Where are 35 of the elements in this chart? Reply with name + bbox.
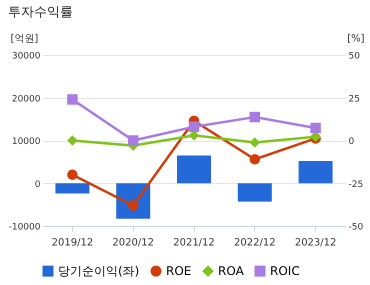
- bar: [238, 183, 272, 202]
- x-tick-label: 2019/12: [52, 238, 94, 248]
- y2-tick-label: 50: [348, 52, 360, 62]
- bar: [177, 155, 211, 184]
- y-tick-label: 30000: [12, 52, 41, 62]
- point: [250, 154, 260, 165]
- chart-title: 투자수익률: [8, 5, 74, 20]
- y-tick-label: 10000: [12, 137, 41, 147]
- y2-tick-label: -50: [348, 222, 364, 232]
- x-tick-label: 2023/12: [294, 238, 336, 248]
- bar: [55, 183, 90, 194]
- bar: [298, 161, 333, 184]
- y2-tick-label: 0: [348, 137, 354, 147]
- x-tick-label: 2020/12: [112, 238, 154, 248]
- x-tick-label: 2022/12: [234, 238, 276, 248]
- y2-tick-label: -25: [348, 180, 364, 190]
- point: [188, 122, 200, 132]
- point: [128, 135, 138, 146]
- legend-label: ROE: [166, 264, 192, 278]
- point: [250, 112, 260, 122]
- point: [250, 137, 260, 148]
- legend-label: ROA: [218, 264, 245, 278]
- legend-label: ROIC: [270, 264, 300, 278]
- y2-axis-title: [%]: [347, 34, 365, 44]
- y-axis-title: [억원]: [10, 34, 38, 44]
- y-tick-label: 0: [34, 180, 41, 190]
- point: [67, 135, 78, 146]
- point: [67, 94, 78, 105]
- x-tick-label: 2021/12: [173, 238, 215, 248]
- y-tick-label: 20000: [12, 94, 41, 104]
- point: [67, 169, 78, 180]
- y-tick-label: -10000: [8, 222, 41, 232]
- point: [310, 122, 321, 134]
- legend-label: 당기순이익(좌): [58, 264, 140, 278]
- y2-tick-label: 25: [348, 94, 360, 104]
